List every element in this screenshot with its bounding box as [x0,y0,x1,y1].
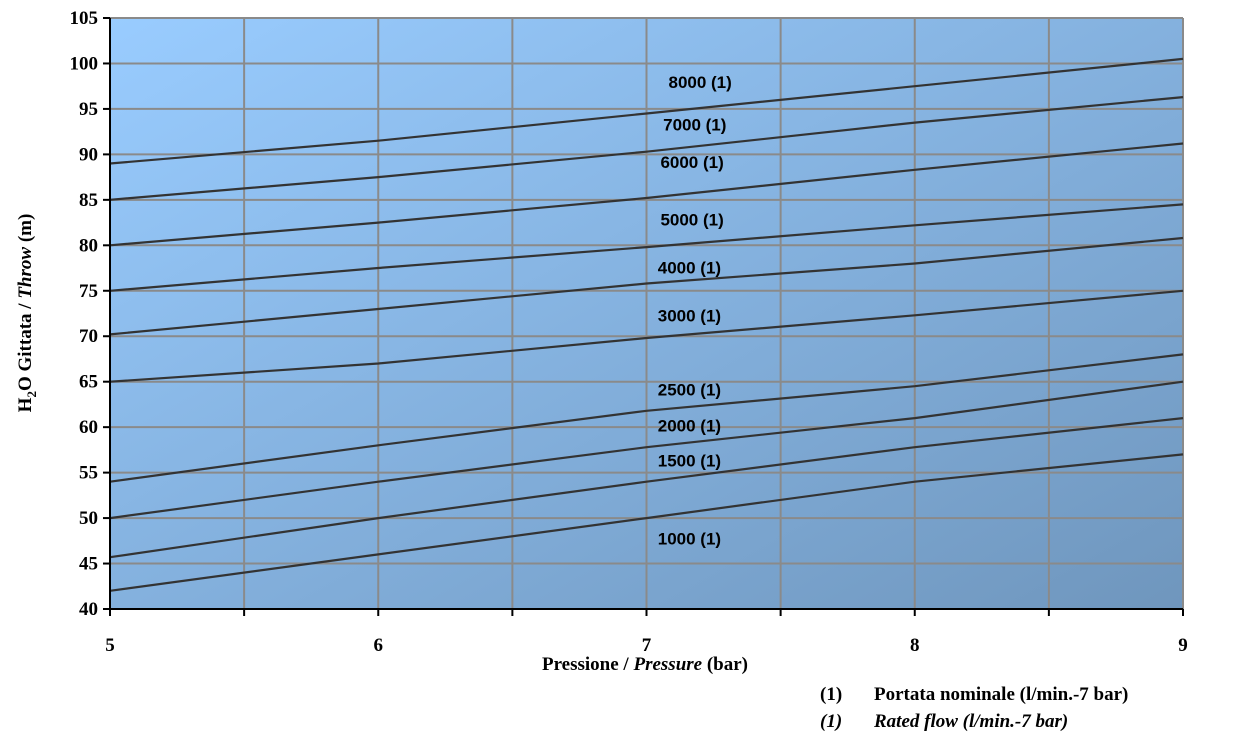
series-lines [109,57,1184,592]
series-label: 2000 (1) [658,417,721,436]
x-axis-title: Pressione / Pressure (bar) [542,654,748,675]
y-axis-title: H2O Gittata / Throw (m) [15,214,39,413]
series-line [109,142,1184,247]
series-labels: 8000 (1) 7000 (1) 6000 (1) 5000 (1) 4000 (1)… [658,73,732,548]
y-tick-label: 105 [70,8,99,29]
series-label: 4000 (1) [658,258,721,277]
footnote-2: (1) Rated flow (l/min.-7 bar) [820,711,1068,733]
y-tick-label: 95 [79,99,98,120]
x-tick-label: 9 [1178,635,1188,656]
series-label: 3000 (1) [658,307,721,326]
x-tick-label: 6 [374,635,384,656]
series-line [109,353,1184,483]
series-line [109,236,1184,336]
footnote-2-text: Rated flow (l/min.-7 bar) [874,711,1069,732]
series-label: 1500 (1) [658,451,721,470]
y-tick-label: 100 [70,53,99,74]
series-line [109,453,1184,592]
series-label: 1000 (1) [658,529,721,548]
y-tick-label: 85 [79,190,98,211]
footnote-1: (1) Portata nominale (l/min.-7 bar) [820,684,1128,706]
y-tick-label: 75 [79,281,98,302]
footnote-2-mark: (1) [820,711,843,732]
series-label: 7000 (1) [663,116,726,135]
series-label: 2500 (1) [658,380,721,399]
footnote-1-text: Portata nominale (l/min.-7 bar) [874,684,1129,705]
x-tick-label: 8 [910,635,920,656]
x-tick-label: 5 [105,635,115,656]
series-line [109,289,1184,383]
series-line [109,96,1184,201]
y-tick-label: 70 [79,326,98,347]
y-tick-label: 80 [79,235,98,256]
series-label: 6000 (1) [660,153,723,172]
y-tick-label: 40 [79,599,98,620]
y-tick-label: 45 [79,554,98,575]
y-tick-label: 50 [79,508,98,529]
grid [110,17,1184,609]
series-label: 5000 (1) [660,210,723,229]
y-tick-label: 65 [79,372,98,393]
y-tick-label: 55 [79,463,98,484]
footnote-1-mark: (1) [820,684,843,705]
series-line [109,57,1184,165]
series-label: 8000 (1) [668,73,731,92]
x-tick-label: 7 [642,635,652,656]
series-line [109,417,1184,559]
series-line [109,203,1184,292]
y-tick-label: 60 [79,417,98,438]
y-tick-label: 90 [79,144,98,165]
series-line [109,380,1184,520]
